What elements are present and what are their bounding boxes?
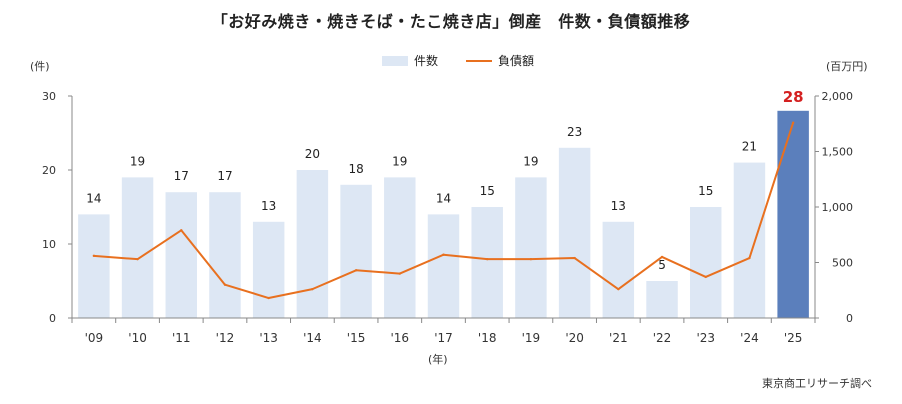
debt-point-22 bbox=[660, 255, 664, 259]
y-left-unit: (件) bbox=[30, 60, 50, 73]
x-tick-label: '19 bbox=[522, 331, 541, 345]
bar-10 bbox=[121, 177, 154, 318]
legend: 件数 負債額 bbox=[382, 52, 554, 69]
bar-19 bbox=[515, 177, 547, 318]
x-tick-label: '16 bbox=[391, 331, 410, 345]
bar-label-23: 15 bbox=[698, 184, 713, 198]
bar-21 bbox=[602, 221, 635, 318]
debt-point-18 bbox=[486, 257, 489, 261]
bar-label-17: 14 bbox=[436, 191, 451, 205]
x-tick-label: '13 bbox=[259, 331, 278, 345]
debt-point-10 bbox=[136, 257, 139, 261]
x-axis-unit: (年) bbox=[428, 353, 448, 366]
y-right-unit: (百万円) bbox=[826, 60, 868, 73]
legend-swatch-line bbox=[466, 59, 493, 62]
source-note: 東京商工リサーチ調べ bbox=[762, 377, 872, 390]
bar-11 bbox=[165, 192, 197, 318]
bar-25 bbox=[777, 110, 809, 318]
y-left-tick-label: 30 bbox=[42, 90, 56, 103]
chart-title: 「お好み焼き・焼きそば・たこ焼き店」倒産 件数・負債額推移 bbox=[211, 12, 691, 31]
bar-16 bbox=[384, 177, 416, 318]
debt-point-09 bbox=[92, 254, 96, 258]
y-right-tick-label: 0 bbox=[846, 312, 853, 325]
bar-label-12: 17 bbox=[217, 169, 232, 183]
bar-label-10: 19 bbox=[130, 154, 145, 168]
x-tick-label: '21 bbox=[609, 331, 628, 345]
bar-17 bbox=[427, 214, 460, 318]
x-tick-label: '22 bbox=[653, 331, 672, 345]
debt-point-17 bbox=[442, 253, 445, 256]
bar-label-14: 20 bbox=[305, 147, 320, 161]
bar-22 bbox=[646, 281, 678, 318]
legend-item-bar: 件数 bbox=[382, 52, 438, 69]
legend-swatch-bar bbox=[382, 55, 408, 66]
legend-label-bar: 件数 bbox=[414, 54, 439, 68]
bar-13 bbox=[252, 221, 285, 318]
debt-point-15 bbox=[354, 269, 358, 272]
x-tick-label: '09 bbox=[85, 331, 104, 345]
debt-point-14 bbox=[311, 287, 314, 291]
bar-label-21: 13 bbox=[611, 199, 626, 213]
bar-label-11: 17 bbox=[174, 169, 189, 183]
bar-12 bbox=[209, 192, 241, 318]
bar-label-15: 18 bbox=[348, 162, 363, 176]
x-tick-label: '11 bbox=[172, 331, 191, 345]
x-tick-label: '20 bbox=[565, 331, 584, 345]
x-tick-label: '25 bbox=[784, 331, 803, 345]
bar-label-18: 15 bbox=[480, 184, 495, 198]
debt-point-16 bbox=[398, 272, 401, 275]
debt-point-12 bbox=[223, 283, 227, 286]
y-left-tick-label: 0 bbox=[49, 312, 56, 325]
bar-label-16: 19 bbox=[392, 154, 407, 168]
y-right-tick-label: 1,500 bbox=[822, 146, 854, 159]
x-tick-label: '15 bbox=[347, 331, 366, 345]
bar-23 bbox=[690, 207, 722, 318]
bar-15 bbox=[340, 184, 372, 318]
x-tick-label: '14 bbox=[303, 331, 322, 345]
bar-24 bbox=[733, 162, 766, 318]
bar-09 bbox=[78, 214, 110, 318]
y-right-tick-label: 1,000 bbox=[822, 201, 854, 214]
legend-label-line: 負債額 bbox=[498, 54, 535, 68]
debt-point-19 bbox=[529, 257, 533, 261]
debt-point-20 bbox=[573, 256, 576, 260]
bar-label-20: 23 bbox=[567, 125, 582, 139]
bar-label-19: 19 bbox=[523, 154, 538, 168]
debt-point-23 bbox=[704, 275, 707, 279]
debt-point-11 bbox=[180, 229, 183, 232]
bar-14 bbox=[296, 170, 329, 318]
debt-point-21 bbox=[617, 287, 620, 291]
x-tick-label: '12 bbox=[216, 331, 235, 345]
y-right-tick-label: 500 bbox=[832, 257, 853, 270]
bar-20 bbox=[558, 147, 591, 318]
bar-label-25: 28 bbox=[783, 88, 804, 106]
debt-point-13 bbox=[267, 296, 270, 300]
bar-label-09: 14 bbox=[86, 191, 101, 205]
x-tick-label: '17 bbox=[434, 331, 453, 345]
x-tick-label: '23 bbox=[696, 331, 715, 345]
y-right-tick-label: 2,000 bbox=[822, 90, 854, 103]
bar-label-13: 13 bbox=[261, 199, 276, 213]
legend-item-line: 負債額 bbox=[466, 52, 534, 69]
x-tick-label: '10 bbox=[128, 331, 147, 345]
x-tick-label: '24 bbox=[740, 331, 759, 345]
debt-point-24 bbox=[748, 256, 751, 260]
y-left-tick-label: 10 bbox=[42, 238, 56, 251]
bar-label-24: 21 bbox=[742, 140, 757, 154]
bar-label-22: 5 bbox=[658, 258, 666, 272]
x-tick-label: '18 bbox=[478, 331, 497, 345]
debt-point-25 bbox=[791, 121, 795, 124]
y-left-tick-label: 20 bbox=[42, 164, 56, 177]
bar-18 bbox=[471, 207, 503, 318]
